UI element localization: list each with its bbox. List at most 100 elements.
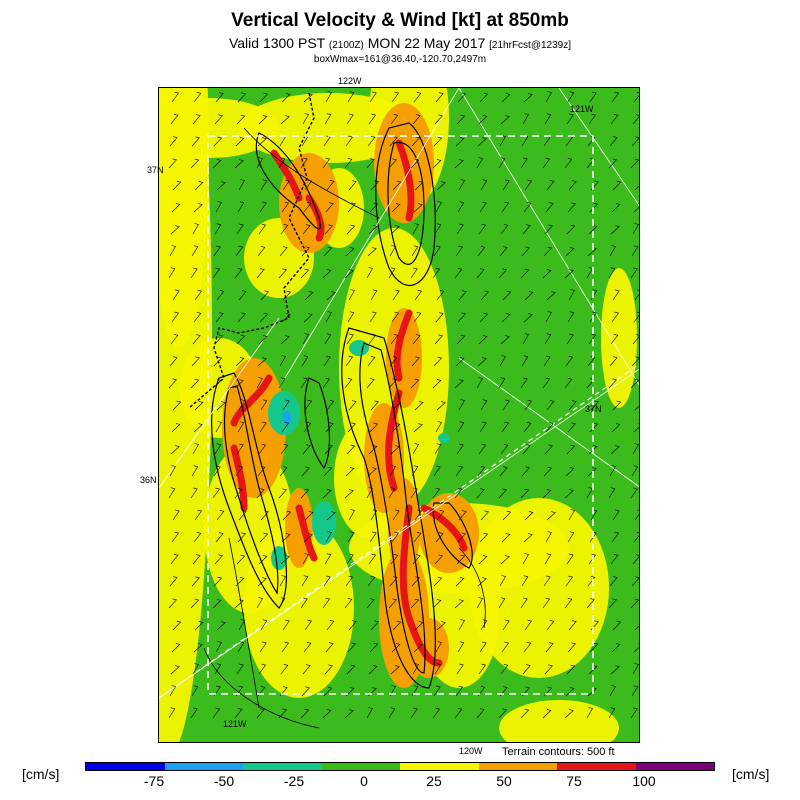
wind-barb — [281, 201, 290, 213]
terrain-contour — [255, 132, 321, 230]
wind-barb — [523, 313, 533, 323]
lon-label-121w-bottom: 121W — [223, 719, 247, 729]
wind-barb — [456, 554, 466, 565]
wind-barb — [520, 488, 530, 499]
wind-barb — [300, 488, 310, 499]
wind-barb — [258, 223, 267, 235]
wind-barb — [434, 663, 442, 675]
wind-barb — [500, 444, 509, 455]
wind-barb — [370, 620, 379, 631]
wind-barb — [370, 509, 378, 521]
wind-barb — [279, 246, 288, 257]
colorbar-swatch — [86, 763, 165, 770]
colorbar-swatch — [164, 763, 243, 770]
wind-barb — [611, 91, 620, 103]
wind-barb — [325, 202, 334, 213]
wind-barb — [172, 509, 180, 521]
wind-barb — [477, 137, 487, 147]
wind-barb — [390, 445, 400, 455]
wind-barb — [324, 553, 332, 565]
wind-barb — [610, 445, 620, 455]
wind-barb — [633, 203, 639, 213]
wind-barb — [633, 532, 639, 543]
wind-barb — [304, 399, 313, 411]
colorbar-tick: 50 — [496, 773, 512, 789]
wind-barb — [410, 707, 418, 719]
wind-barb — [345, 355, 354, 367]
wind-barb — [520, 377, 528, 389]
terrain-contour — [341, 327, 436, 689]
wind-barb — [389, 245, 396, 257]
grid-line — [558, 88, 639, 206]
wind-barb — [215, 92, 224, 103]
wind-barb — [631, 245, 639, 257]
wind-barb — [168, 267, 176, 279]
wind-barb — [367, 136, 376, 147]
wind-barb — [280, 664, 289, 675]
wind-barb — [501, 201, 510, 213]
colorbar-swatch — [400, 763, 479, 770]
wind-barb — [609, 136, 618, 147]
wind-barb — [388, 158, 397, 169]
wind-barb — [345, 687, 355, 697]
wind-barb — [259, 421, 267, 433]
wind-barb — [432, 159, 442, 169]
wind-barb — [390, 334, 399, 345]
wind-barb — [172, 180, 182, 191]
wind-barb — [392, 400, 402, 411]
valid-date: MON 22 May 2017 — [367, 35, 486, 51]
wind-barb — [520, 708, 530, 719]
wind-barb — [608, 707, 616, 719]
wind-barb — [542, 489, 552, 499]
wind-barb — [610, 225, 620, 235]
wind-barb — [236, 114, 246, 125]
wind-barb — [282, 619, 290, 631]
wind-barb — [543, 355, 551, 367]
wind-barb — [324, 664, 333, 675]
wind-barb — [612, 180, 622, 191]
wind-barb — [436, 510, 445, 521]
wind-barb — [238, 290, 247, 301]
wind-barb — [476, 597, 483, 609]
wind-barb — [590, 509, 598, 521]
wind-barb — [260, 510, 269, 521]
wind-barb — [410, 487, 418, 499]
wind-barb — [522, 664, 531, 675]
wind-barb — [237, 641, 245, 653]
wind-barb — [457, 641, 465, 653]
wind-barb — [235, 577, 245, 587]
wind-barb — [369, 642, 379, 653]
wind-barb — [476, 268, 485, 279]
wind-barb — [170, 554, 179, 565]
wind-barb — [588, 333, 597, 345]
wind-barb — [543, 135, 551, 147]
wind-barb — [612, 400, 622, 411]
wind-barb — [192, 334, 201, 345]
wind-barb — [564, 158, 573, 169]
wind-barb — [301, 575, 309, 587]
wind-barb — [608, 487, 616, 499]
wind-barb — [589, 311, 597, 323]
wind-barb — [367, 576, 376, 587]
wind-barb — [456, 334, 466, 345]
wind-barb — [457, 312, 466, 323]
wind-barb — [608, 267, 616, 279]
wind-barb — [302, 333, 309, 345]
wind-barb — [610, 114, 619, 125]
wind-barb — [522, 553, 529, 565]
terrain-contour-note: Terrain contours: 500 ft — [502, 746, 615, 758]
colorbar-tick: -50 — [213, 773, 235, 789]
wind-barb — [586, 378, 595, 389]
wind-barb — [303, 422, 312, 433]
wind-barb — [545, 202, 554, 213]
wind-barb — [213, 685, 221, 697]
wind-barb — [278, 488, 287, 499]
wind-barb — [322, 597, 331, 609]
wind-barb — [565, 135, 574, 147]
wind-barb — [435, 641, 442, 653]
colorbar-tick: 100 — [632, 773, 656, 789]
wind-barb — [565, 687, 575, 697]
wind-barb — [369, 531, 377, 543]
wind-barb — [478, 223, 487, 235]
strong-updraft — [393, 309, 413, 382]
